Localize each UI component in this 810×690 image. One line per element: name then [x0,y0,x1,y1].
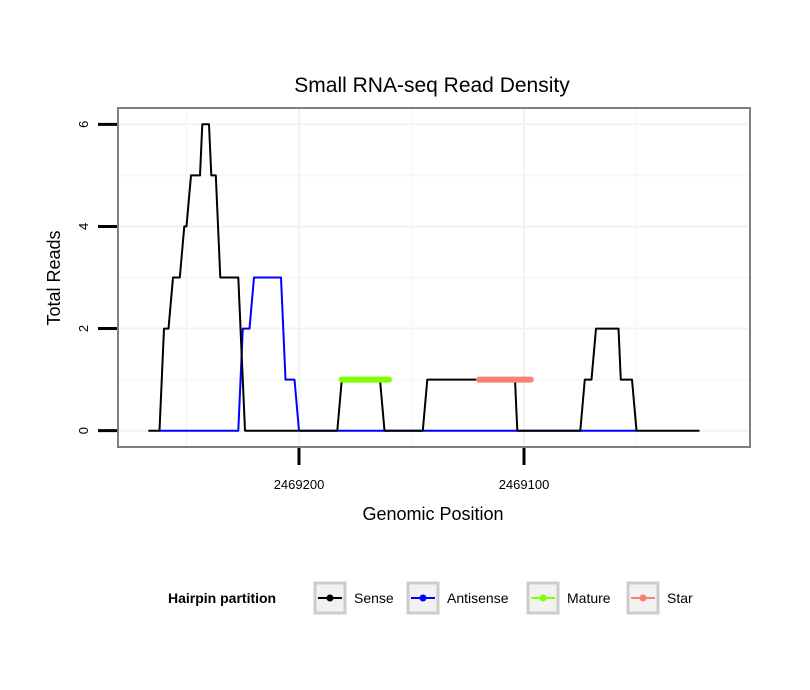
legend-item-sense: Sense [313,581,394,615]
legend-key-point [539,594,547,602]
legend-label: Sense [354,590,394,606]
legend-label: Antisense [447,590,509,606]
y-tick-label: 6 [76,121,91,128]
legend-label: Mature [567,590,611,606]
y-tick-label: 2 [76,325,91,332]
x-tick-label: 2469100 [499,477,550,492]
series-layer [148,123,700,432]
y-tick-label: 0 [76,427,91,434]
chart-title: Small RNA-seq Read Density [294,74,570,97]
legend-item-star: Star [626,581,693,615]
x-axis-title: Genomic Position [362,504,503,524]
legend-key-point [326,594,334,602]
y-axis-title: Total Reads [44,230,64,325]
legend: Hairpin partition Sense Antisense Mature St… [168,581,693,615]
y-tick-label: 4 [76,223,91,230]
axes: 0 2 4 6 2469200 2469100 [76,121,549,492]
legend-key-point [419,594,427,602]
legend-item-antisense: Antisense [406,581,509,615]
series-line-sense [148,123,700,432]
legend-item-mature: Mature [526,581,611,615]
legend-key-point [639,594,647,602]
series-line-antisense [159,276,637,432]
x-tick-label: 2469200 [274,477,325,492]
legend-label: Star [667,590,693,606]
legend-title: Hairpin partition [168,590,276,606]
